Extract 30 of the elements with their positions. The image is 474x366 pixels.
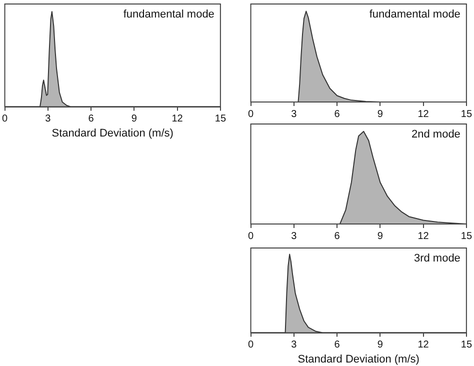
x-tick-label: 6 — [334, 340, 340, 351]
x-tick-label: 6 — [334, 230, 340, 242]
annotation: 2nd mode — [412, 128, 460, 141]
annotation: 3rd mode — [414, 252, 460, 265]
annotation: fundamental mode — [123, 8, 214, 21]
x-tick-label: 9 — [377, 340, 384, 351]
x-tick-label: 12 — [418, 230, 430, 242]
x-tick-label: 15 — [460, 340, 472, 351]
x-tick-label: 6 — [88, 114, 94, 125]
x-tick-label: 9 — [131, 114, 138, 125]
x-tick-label: 12 — [172, 114, 184, 125]
x-tick-label: 0 — [248, 230, 254, 242]
x-tick-label: 0 — [248, 108, 254, 120]
annotation: fundamental mode — [369, 8, 460, 21]
x-tick-label: 9 — [377, 230, 384, 242]
x-tick-label: 3 — [291, 230, 298, 242]
x-tick-label: 15 — [214, 114, 226, 125]
x-tick-label: 9 — [377, 108, 384, 120]
x-tick-label: 3 — [291, 108, 298, 120]
x-tick-label: 3 — [45, 114, 52, 125]
x-tick-label: 15 — [460, 230, 472, 242]
x-tick-label: 12 — [418, 340, 430, 351]
x-tick-label: 0 — [248, 340, 254, 351]
x-tick-label: 0 — [2, 114, 8, 125]
x-tick-label: 6 — [334, 108, 340, 120]
x-tick-label: 3 — [291, 340, 298, 351]
x-tick-label: 15 — [460, 108, 472, 120]
x-axis-title: Standard Deviation (m/s) — [52, 127, 174, 140]
x-axis-title: Standard Deviation (m/s) — [298, 353, 420, 366]
x-tick-label: 12 — [418, 108, 430, 120]
